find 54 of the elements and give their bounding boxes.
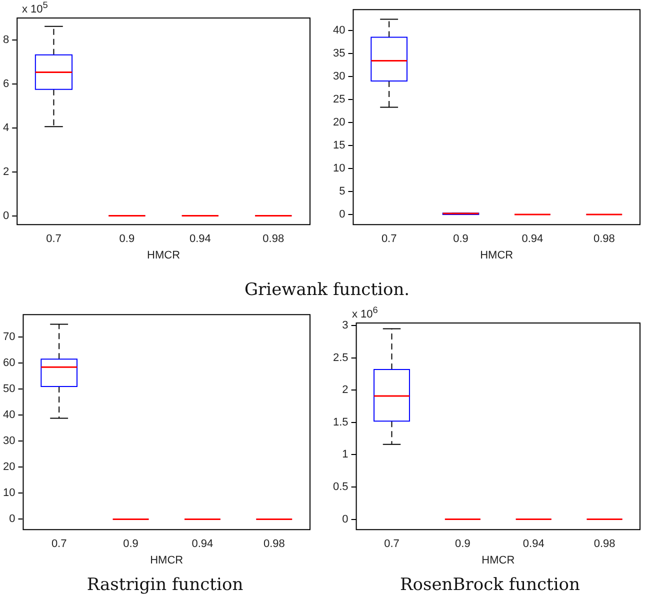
y-axis-title: x 10$^{5}$ [22, 0, 48, 16]
text: RosenBrock function [398, 575, 581, 595]
x-tick-label: 0.94 [192, 538, 214, 550]
y-axis-title: x 10$^{6}$ [352, 305, 378, 321]
y-tick-label: 40 [2, 409, 16, 422]
y-tick-label: 25 [332, 93, 346, 106]
y-tick-label: 2 [2, 166, 10, 178]
x-tick-label: 0.9 [453, 233, 468, 246]
text: Rastrigin function [86, 575, 244, 595]
x-tick-label: 0.7 [381, 233, 397, 246]
y-tick-label: 0 [339, 208, 346, 221]
y-tick-label: 60 [2, 357, 16, 370]
x-tick-label: 0.94 [189, 233, 211, 246]
x-tick-label: 0.98 [263, 538, 285, 550]
y-tick-label: 50 [2, 383, 16, 396]
y-tick-label: 15 [332, 139, 346, 152]
x-tick-label: 0.7 [46, 233, 62, 246]
y-tick-label: 4 [2, 122, 10, 134]
y-tick-label: 0 [9, 513, 16, 526]
x-tick-label: 0.98 [262, 233, 284, 246]
x-tick-label: 0.9 [119, 233, 135, 246]
y-tick-label: 1.5 [332, 416, 348, 428]
x-tick-label: 0.98 [593, 233, 615, 246]
x-tick-label: 0.7 [51, 538, 67, 550]
x-tick-label: 0.94 [522, 538, 544, 550]
x-tick-label: 0.98 [594, 538, 616, 550]
y-tick-label: 10 [2, 487, 16, 500]
y-tick-label: 0 [2, 210, 10, 222]
y-tick-label: 20 [2, 461, 16, 474]
x-axis-title: HMCR [482, 554, 515, 566]
y-tick-label: 2 [342, 384, 348, 396]
y-tick-label: 1 [342, 448, 348, 461]
x-tick-label: 0.94 [522, 233, 544, 246]
y-tick-label: 35 [332, 47, 346, 60]
y-tick-label: 40 [332, 24, 346, 36]
y-tick-label: 30 [332, 70, 346, 82]
x-tick-label: 0.9 [455, 538, 470, 550]
y-tick-label: 6 [2, 78, 10, 90]
y-tick-label: 10 [332, 162, 346, 174]
y-tick-label: 3 [342, 320, 348, 332]
y-tick-label: 5 [339, 185, 346, 198]
x-axis-title: HMCR [147, 249, 180, 262]
y-tick-label: 0.5 [332, 481, 348, 494]
y-tick-label: 8 [2, 34, 10, 46]
x-axis-title: HMCR [150, 554, 184, 566]
x-tick-label: 0.9 [123, 538, 138, 550]
x-tick-label: 0.7 [384, 538, 400, 550]
y-tick-label: 0 [342, 513, 348, 526]
y-tick-label: 2.5 [332, 352, 348, 364]
x-axis-title: HMCR [480, 249, 514, 262]
y-tick-label: 20 [332, 116, 346, 128]
text: Griewank function. [243, 280, 411, 300]
y-tick-label: 70 [2, 331, 16, 344]
y-tick-label: 30 [2, 435, 16, 448]
